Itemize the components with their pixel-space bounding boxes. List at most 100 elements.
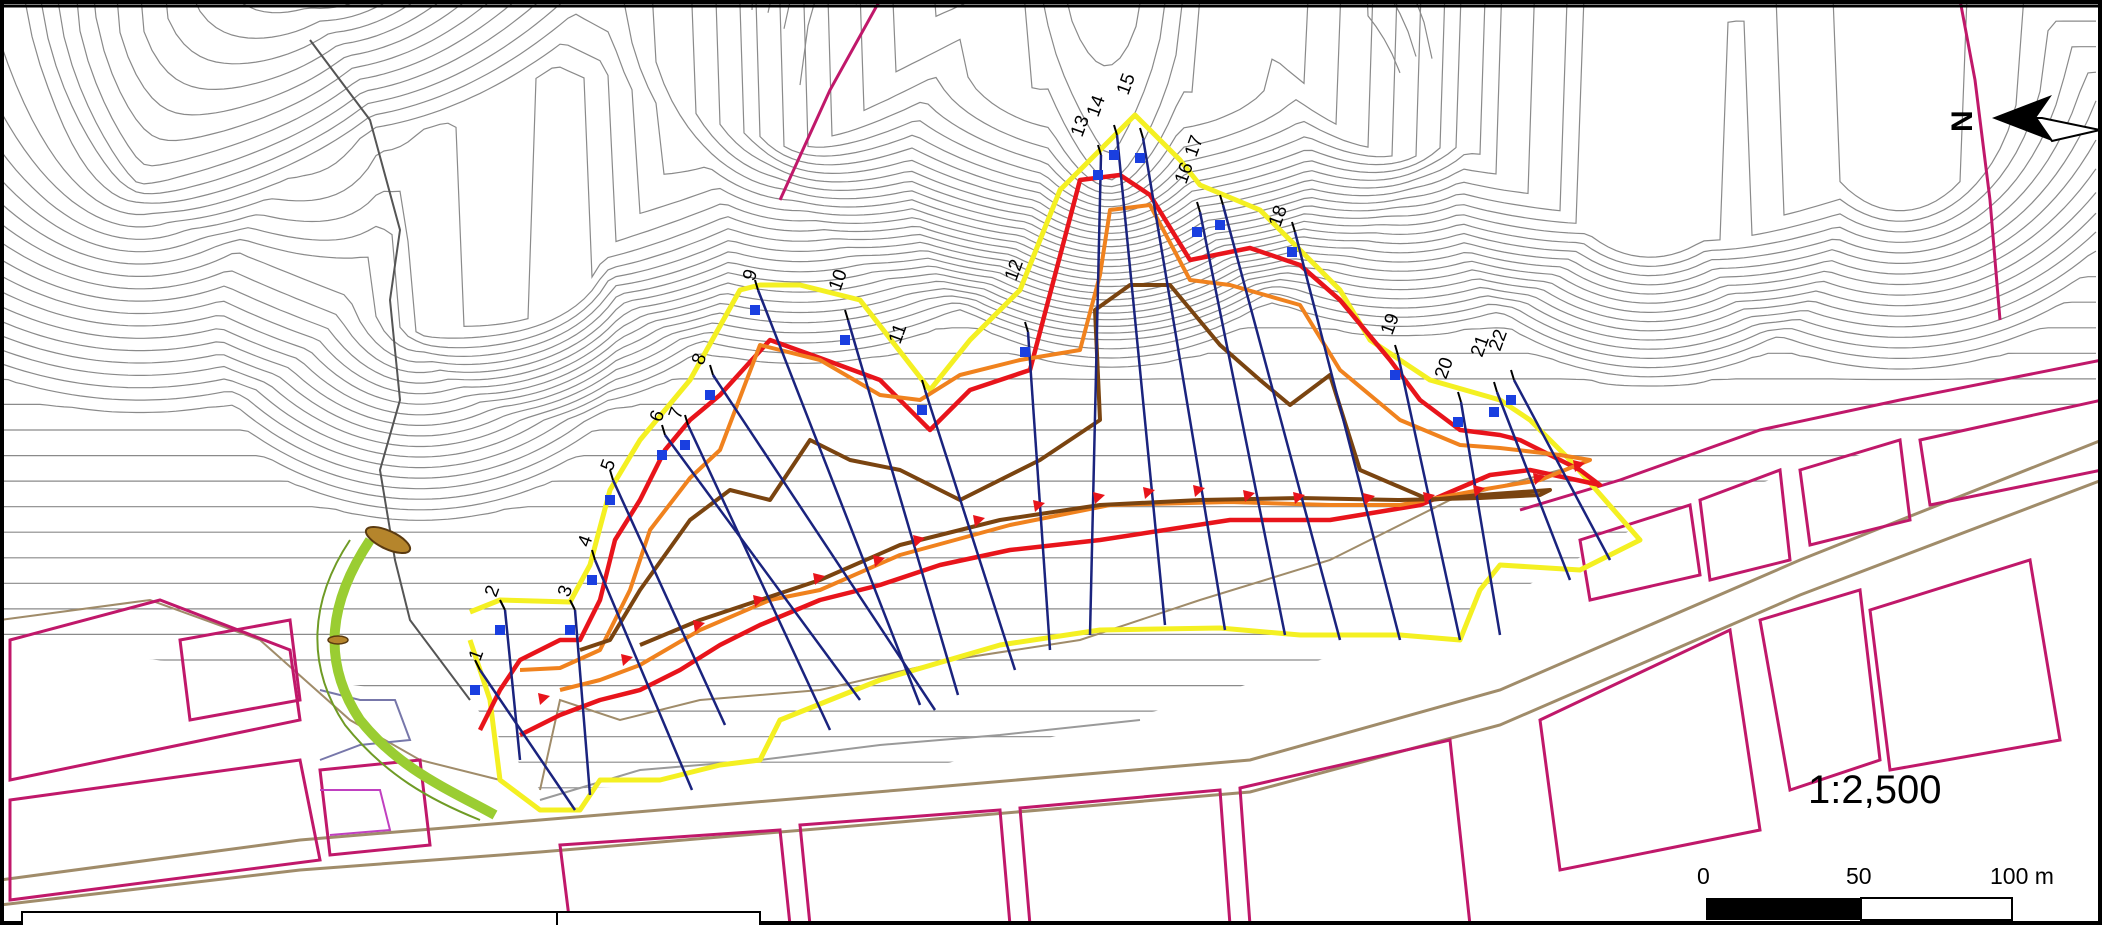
profile-line-head	[709, 364, 714, 376]
displacement-arrow-icon	[1143, 487, 1155, 499]
contour-line	[165, 0, 418, 65]
parcel	[1918, 398, 2102, 507]
survey-point-marker	[1020, 347, 1030, 357]
profile-line-head	[844, 309, 849, 321]
contour-line	[57, 0, 1503, 248]
contour-line	[0, 276, 2096, 426]
profile-line-head	[1219, 194, 1224, 206]
contour-line	[0, 231, 2097, 405]
survey-point-marker	[680, 440, 690, 450]
parcel	[798, 808, 1012, 925]
profile-line-head	[684, 414, 689, 426]
survey-point-marker	[1453, 417, 1463, 427]
parcel	[318, 758, 432, 857]
profile-line-track	[923, 389, 1017, 671]
profile-line-track	[1495, 391, 1572, 581]
profile-line-head	[754, 279, 759, 291]
pond	[364, 525, 412, 555]
profile-line-head	[1196, 201, 1201, 213]
contour-line	[1066, 0, 1142, 67]
contour-line	[140, 0, 1422, 221]
contour-line	[855, 0, 1184, 181]
contour-line	[24, 0, 1968, 261]
scale-bar-black-segment	[1706, 898, 1861, 920]
contour-line	[0, 403, 2096, 479]
contour-line	[1042, 0, 1166, 155]
displacement-arrow-icon	[973, 515, 985, 527]
survey-point-marker	[1192, 227, 1202, 237]
profile-line-track	[1512, 379, 1612, 561]
profile-line-track	[663, 434, 862, 701]
profile-line-head	[1097, 144, 1102, 156]
profile-line-track	[756, 289, 922, 706]
survey-point-marker	[1135, 153, 1145, 163]
parcel	[1698, 467, 1792, 582]
profile-line-track	[1088, 154, 1103, 636]
north-arrow: N	[1946, 95, 2101, 143]
scale-bar: 0 50 100 m	[1697, 863, 2054, 921]
main-road-edge-bottom	[0, 478, 2102, 907]
profile-line-track	[573, 609, 592, 796]
parcel	[8, 598, 302, 782]
profile-line-track	[1026, 331, 1052, 651]
survey-point-marker	[470, 685, 480, 695]
vegetation-strip	[316, 525, 498, 821]
pond	[327, 635, 349, 645]
profile-line-track	[1115, 134, 1167, 626]
parcel-boundaries	[8, 0, 2102, 925]
contour-line	[116, 0, 1446, 228]
profile-line-track	[1141, 137, 1227, 631]
displacement-arrow-icon	[1033, 500, 1045, 512]
survey-point-marker	[705, 390, 715, 400]
profile-line-head	[1291, 221, 1296, 233]
contour-line	[0, 20, 2096, 328]
profile-line-head	[1510, 369, 1515, 381]
displacement-arrow-icon	[538, 693, 550, 705]
displacement-arrow-icon	[913, 535, 925, 547]
profile-line-track	[711, 374, 937, 711]
displacement-arrow-icon	[621, 654, 633, 666]
displacement-arrow-icon	[1243, 490, 1255, 502]
contour-line	[0, 352, 2096, 458]
profile-line-head	[569, 599, 576, 611]
channel	[539, 719, 1141, 801]
contour-line	[0, 378, 2096, 469]
contour-line	[0, 250, 2097, 416]
profile-line-head	[474, 659, 481, 671]
parcel	[1758, 588, 1882, 792]
profile-line-track	[1221, 204, 1342, 641]
profile-line-head	[499, 599, 506, 611]
profile-line-track	[1198, 211, 1287, 636]
north-arrow-icon	[1992, 95, 2052, 141]
survey-point-marker	[1287, 247, 1297, 257]
contour-line	[0, 429, 2096, 490]
brown-outline	[579, 283, 1552, 652]
displacement-arrow-icon	[1363, 493, 1375, 505]
survey-point-marker	[657, 450, 667, 460]
main-road-edge-top	[0, 438, 2102, 882]
survey-point-marker	[917, 405, 927, 415]
survey-point-marker	[750, 305, 760, 315]
contour-line	[0, 71, 2097, 349]
survey-point-marker	[840, 335, 850, 345]
survey-point-marker	[605, 495, 615, 505]
scale-tick-0: 0	[1697, 863, 1710, 889]
contour-line	[0, 327, 2096, 448]
profile-line-track	[1459, 401, 1502, 636]
parcel	[1538, 627, 1762, 872]
profile-line-track	[503, 609, 522, 761]
building-outline	[319, 689, 412, 761]
contour-line	[0, 46, 2096, 339]
parcel	[178, 618, 302, 722]
parcel	[1578, 503, 1702, 602]
north-arrow-hollow	[2034, 117, 2101, 143]
contour-line	[40, 0, 1535, 254]
parcel	[8, 758, 322, 902]
profile-line-head	[591, 549, 596, 561]
profile-line-track	[846, 319, 960, 696]
parcel	[1018, 788, 1232, 925]
parcel	[1238, 738, 1472, 925]
profile-line-head	[1394, 344, 1399, 356]
